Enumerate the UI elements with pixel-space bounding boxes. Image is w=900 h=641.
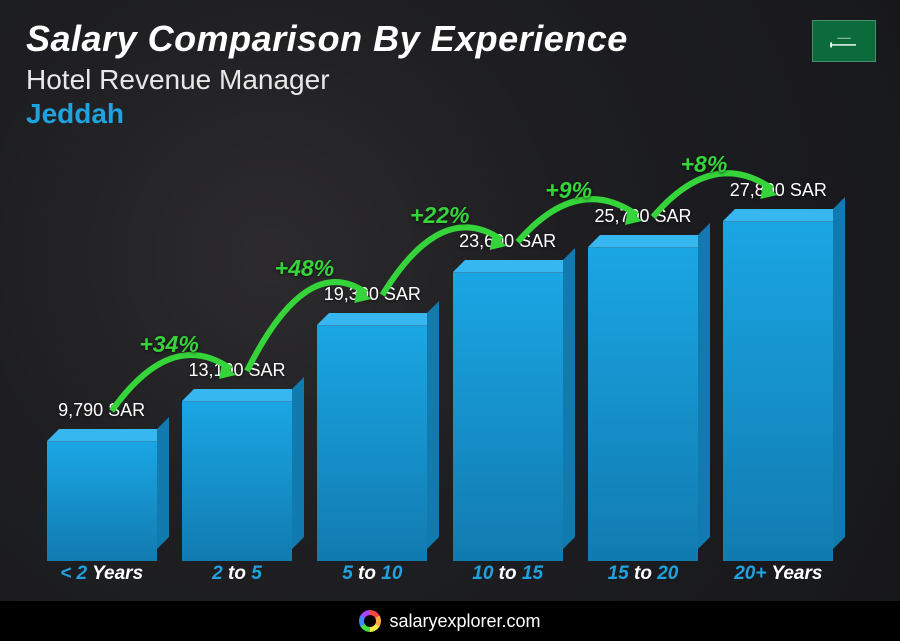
chart-title: Salary Comparison By Experience <box>26 18 628 60</box>
flag-saudi-arabia: ـــــــ <box>812 20 876 62</box>
svg-text:ـــــــ: ـــــــ <box>836 34 850 41</box>
x-tick: 2 to 5 <box>175 563 298 597</box>
x-tick: < 2 Years <box>40 563 163 597</box>
chart-city: Jeddah <box>26 98 628 130</box>
x-tick: 5 to 10 <box>311 563 434 597</box>
footer-bar: salaryexplorer.com <box>0 601 900 641</box>
site-name: salaryexplorer.com <box>389 611 540 632</box>
pct-change-label: +8% <box>681 151 728 178</box>
chart-subtitle: Hotel Revenue Manager <box>26 64 628 96</box>
x-tick: 10 to 15 <box>446 563 569 597</box>
pct-change-label: +9% <box>545 177 592 204</box>
pct-change-label: +48% <box>275 255 334 282</box>
title-block: Salary Comparison By Experience Hotel Re… <box>26 18 628 130</box>
flag-glyph-icon: ـــــــ <box>821 28 867 54</box>
x-tick: 15 to 20 <box>581 563 704 597</box>
chart-plot-area: 9,790 SAR13,100 SAR19,300 SAR23,600 SAR2… <box>30 160 850 561</box>
pct-change-label: +22% <box>410 202 469 229</box>
chart-stage: { "header": { "title": "Salary Compariso… <box>0 0 900 641</box>
x-axis: < 2 Years 2 to 5 5 to 10 10 to 15 15 to 20 20… <box>30 563 850 597</box>
site-logo-icon <box>359 610 381 632</box>
x-tick: 20+ Years <box>717 563 840 597</box>
pct-change-label: +34% <box>139 331 198 358</box>
